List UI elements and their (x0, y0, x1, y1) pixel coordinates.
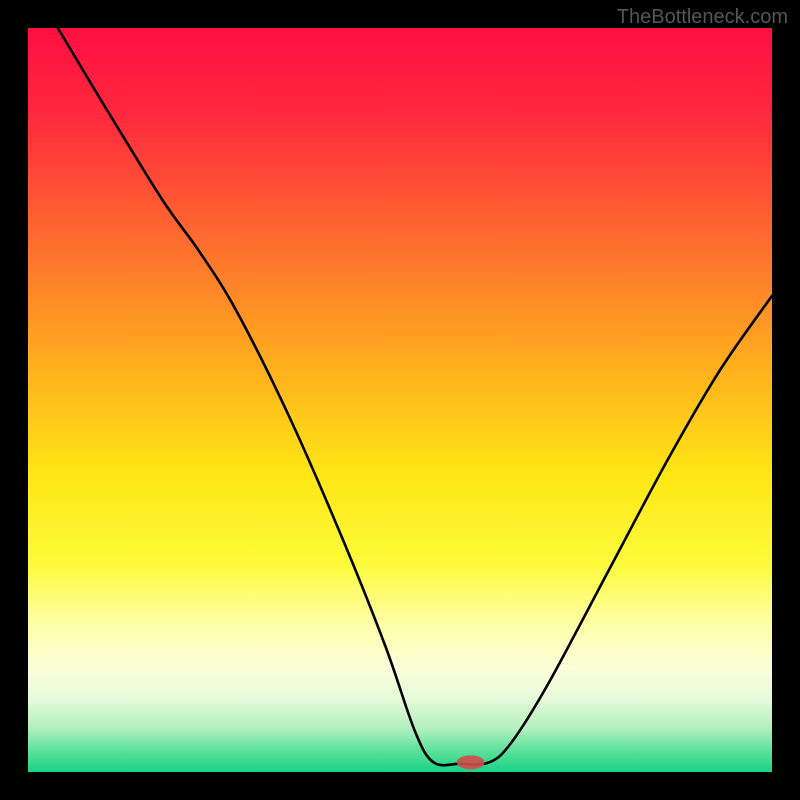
plot-area (28, 28, 772, 772)
chart-container: TheBottleneck.com (0, 0, 800, 800)
bottleneck-curve-chart (0, 0, 800, 800)
watermark-text: TheBottleneck.com (617, 6, 788, 29)
optimal-point-marker (457, 755, 485, 769)
